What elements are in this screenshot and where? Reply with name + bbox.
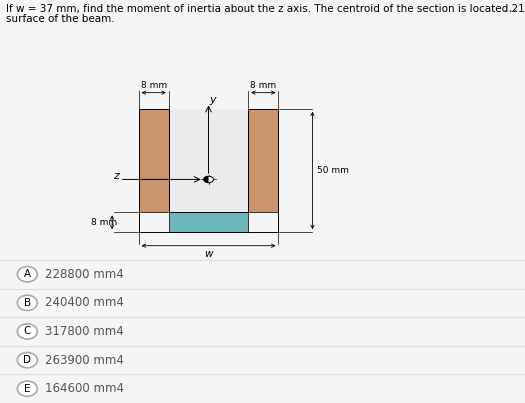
Text: 228800 mm4: 228800 mm4 [45,268,123,281]
Text: C: C [24,326,31,337]
Text: w: w [204,249,213,260]
Text: 8 mm: 8 mm [91,218,118,227]
Bar [169,109,248,212]
Text: 164600 mm4: 164600 mm4 [45,382,123,395]
Text: 8 mm: 8 mm [141,81,167,90]
Text: B: B [24,298,31,308]
Text: z: z [113,171,119,181]
Bar [169,212,248,232]
Circle shape [204,176,214,183]
Text: 263900 mm4: 263900 mm4 [45,353,123,367]
Text: E: E [24,384,30,394]
Text: If w = 37 mm, find the moment of inertia about the z axis. The centroid of the s: If w = 37 mm, find the moment of inertia… [6,4,525,14]
Text: ⋯: ⋯ [502,4,517,19]
Text: y: y [209,95,216,105]
Wedge shape [204,176,208,183]
Text: 240400 mm4: 240400 mm4 [45,296,123,310]
Text: A: A [24,269,31,279]
Text: surface of the beam.: surface of the beam. [6,14,115,24]
Text: 317800 mm4: 317800 mm4 [45,325,123,338]
Text: 8 mm: 8 mm [250,81,276,90]
Text: 50 mm: 50 mm [317,166,349,175]
Text: D: D [23,355,32,365]
Bar [139,109,169,212]
Bar [248,109,278,212]
